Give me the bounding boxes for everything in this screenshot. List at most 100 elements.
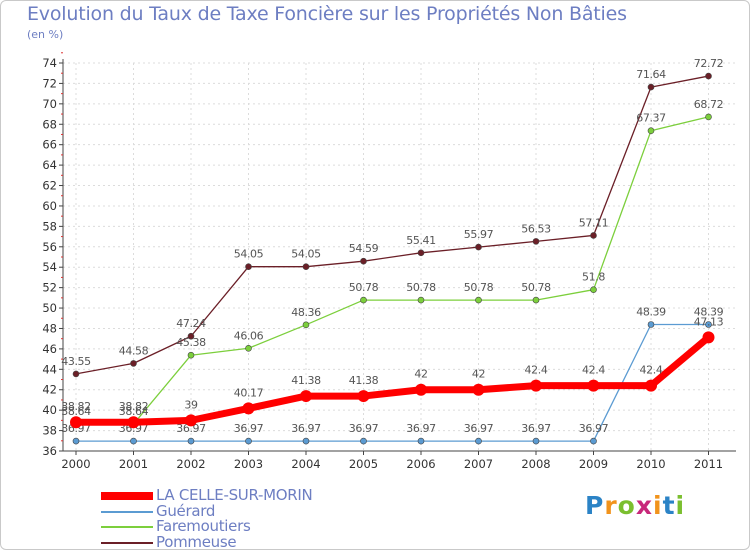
brand-letter: o	[617, 491, 636, 520]
legend-swatch	[101, 492, 153, 500]
x-tick-label: 2008	[521, 457, 550, 471]
data-point	[475, 437, 482, 445]
x-tick-label: 2007	[464, 457, 493, 471]
data-point	[590, 232, 597, 239]
data-point	[590, 437, 597, 445]
data-label: 55.97	[464, 228, 494, 241]
legend-label: LA CELLE-SUR-MORIN	[156, 486, 313, 504]
data-label: 50.78	[521, 281, 551, 294]
x-tick-label: 2002	[176, 457, 205, 471]
data-point	[72, 370, 80, 378]
x-tick-label: 2009	[579, 457, 608, 471]
data-label: 42	[472, 368, 485, 381]
data-label: 48.39	[636, 305, 666, 318]
data-point	[475, 296, 482, 304]
data-point	[245, 263, 252, 271]
data-label: 41.38	[349, 374, 379, 387]
series-line	[75, 116, 710, 425]
legend-swatch	[101, 541, 153, 544]
series-line	[75, 75, 710, 375]
data-point	[532, 437, 540, 445]
y-tick-label: 62	[42, 179, 57, 193]
y-tick-label: 50	[42, 301, 57, 315]
series-line	[75, 323, 710, 442]
y-axis-ticks: 36 38 40 42 44 46 48 50 52 54 56 58 60 62 64 66 68 70 72 74	[42, 52, 63, 458]
data-point	[647, 127, 655, 134]
data-point	[705, 72, 712, 80]
data-point	[245, 437, 252, 445]
x-tick-label: 2011	[694, 457, 723, 471]
data-point	[70, 416, 82, 429]
brand-letter: r	[604, 491, 618, 520]
data-point	[472, 383, 485, 396]
data-point	[302, 263, 310, 271]
y-tick-label: 38	[42, 424, 57, 438]
y-tick-label: 64	[42, 158, 57, 172]
data-label: 57.11	[579, 216, 609, 229]
brand-letter: P	[585, 491, 605, 520]
legend-label: Faremoutiers	[156, 517, 251, 535]
y-tick-label: 70	[42, 97, 57, 111]
data-point	[590, 286, 597, 293]
data-label: 42.4	[582, 364, 605, 377]
data-label: 50.78	[349, 281, 379, 294]
series-la-celle-sur-morin: 38.82 38.82 39 40.17 41.38 41.38 42 42 42.4 42.4 4…	[61, 315, 724, 429]
data-point	[127, 416, 140, 429]
data-label: 43.55	[61, 355, 91, 368]
data-label: 51.8	[582, 271, 605, 284]
data-point	[245, 344, 252, 352]
data-label: 39	[184, 398, 198, 411]
data-point	[532, 296, 540, 304]
y-tick-label: 40	[42, 403, 57, 417]
data-point	[415, 383, 427, 396]
legend-swatch	[101, 510, 153, 513]
x-axis-ticks: 2000 2001 2002 2003 2004 2005 2006 2007 2008 2009…	[61, 451, 723, 471]
y-tick-label: 66	[42, 138, 57, 152]
brand-letter: i	[653, 491, 663, 520]
x-tick-label: 2001	[119, 457, 148, 471]
legend-swatch	[101, 526, 153, 528]
data-label: 38.64	[119, 405, 149, 418]
chart-subtitle: (en %)	[27, 28, 64, 41]
series-faremoutiers: 38.64 38.64 45.38 46.06 48.36 50.78 50.78 50.78…	[61, 98, 724, 428]
x-tick-label: 2005	[349, 457, 378, 471]
legend-label: Pommeuse	[156, 532, 237, 551]
brand-letter: x	[635, 491, 653, 520]
data-point	[72, 437, 80, 445]
y-tick-label: 58	[42, 219, 57, 233]
data-point	[130, 437, 137, 445]
legend-label: Guérard	[156, 501, 216, 520]
x-tick-label: 2006	[406, 457, 435, 471]
data-label: 36.97	[291, 422, 321, 435]
data-point	[417, 296, 425, 304]
data-point	[647, 321, 655, 328]
data-point	[702, 331, 715, 344]
series-gu-rard: 36.97 36.97 36.97 36.97 36.97 36.97 36.97 36.97…	[61, 305, 724, 445]
data-point	[705, 321, 712, 328]
data-label: 72.72	[694, 57, 724, 70]
data-label: 36.97	[579, 422, 609, 435]
x-tick-label: 2003	[234, 457, 263, 471]
data-label: 55.41	[406, 234, 436, 247]
data-point	[647, 83, 655, 91]
data-label: 67.37	[636, 112, 666, 125]
series-line	[72, 333, 712, 426]
data-point	[360, 257, 367, 265]
data-point	[130, 360, 137, 367]
data-label: 38.64	[61, 405, 91, 418]
data-label: 50.78	[406, 281, 436, 294]
y-tick-label: 46	[42, 342, 57, 356]
data-label: 54.05	[234, 248, 264, 261]
data-label: 38.82	[61, 400, 91, 413]
data-point	[187, 351, 195, 359]
data-label: 45.38	[176, 336, 206, 349]
data-label: 54.59	[349, 242, 379, 255]
data-point	[587, 379, 600, 392]
data-point	[530, 379, 542, 392]
data-label: 38.82	[119, 400, 149, 413]
y-tick-label: 68	[42, 117, 57, 131]
brand-letter: t	[662, 491, 676, 520]
series-pommeuse: 43.55 44.58 47.24 54.05 54.05 54.59 55.41 55.97…	[61, 57, 724, 378]
data-label: 47.13	[694, 315, 724, 328]
y-tick-label: 54	[42, 260, 57, 274]
